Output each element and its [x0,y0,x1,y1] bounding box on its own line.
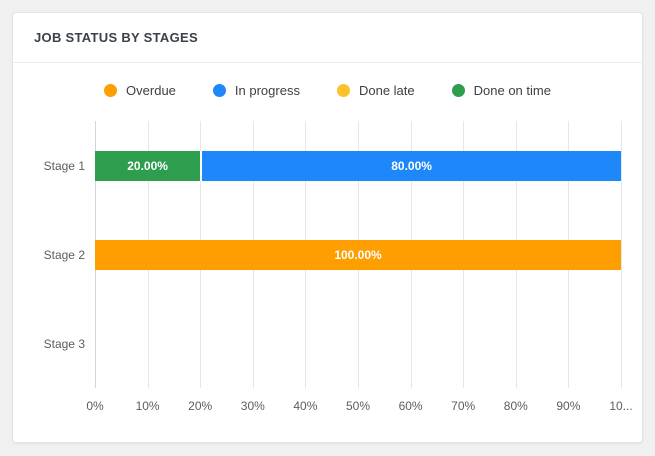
chart-legend: Overdue In progress Done late Done on time [13,80,642,100]
y-axis-label: Stage 1 [43,158,85,173]
x-axis-tick-label: 10% [135,399,160,413]
card-header: JOB STATUS BY STAGES [13,13,642,63]
legend-item-overdue[interactable]: Overdue [104,83,176,98]
job-status-card: JOB STATUS BY STAGES Overdue In progress D… [12,12,643,443]
stacked-bar-chart: Stage 1 20.00% 80.00% Stage 2 100.00% Stage 3 [44,121,622,388]
x-axis-tick-label: 60% [398,399,423,413]
x-axis: 0% 10% 20% 30% 40% 50% 60% 70% 80% 90% 10... [86,399,632,415]
stacked-bar [95,329,621,359]
chart-rows: Stage 1 20.00% 80.00% Stage 2 100.00% Stage 3 [44,121,621,388]
stacked-bar: 20.00% 80.00% [95,150,621,181]
legend-marker-circle-icon [104,83,118,97]
x-axis-tick-label: 20% [188,399,213,413]
bar-segment-in-progress[interactable]: 80.00% [200,150,621,181]
x-axis-tick-label: 90% [556,399,581,413]
stacked-bar: 100.00% [95,239,621,270]
chart-row-stage-1: Stage 1 20.00% 80.00% [44,121,621,210]
legend-label: Done late [358,82,415,98]
legend-marker-circle-icon [212,83,226,97]
chart-row-stage-3: Stage 3 [44,299,621,388]
legend-item-done-on-time[interactable]: Done on time [451,82,551,98]
chart-row-stage-2: Stage 2 100.00% [44,210,621,299]
x-axis-tick-label: 70% [451,399,476,413]
x-axis-tick-label: 50% [345,399,371,413]
x-axis-tick-label: 80% [503,399,528,413]
bar-value-label: 100.00% [334,247,382,262]
card-body: Overdue In progress Done late Done on time … [13,63,642,442]
legend-label: In progress [234,82,300,98]
x-axis-tick-label: 10... [609,399,633,413]
legend-label: Overdue [126,82,176,98]
bar-segment-overdue[interactable]: 100.00% [95,239,621,270]
y-axis-label: Stage 2 [43,247,85,262]
legend-marker-circle-icon [336,83,350,97]
x-axis-tick-label: 40% [293,399,318,413]
gridline [621,121,622,388]
x-axis-tick-label: 0% [86,399,104,413]
bar-value-label: 20.00% [127,158,168,173]
legend-item-in-progress[interactable]: In progress [212,82,300,98]
y-axis-label: Stage 3 [43,336,85,351]
x-axis-tick-label: 30% [240,399,265,413]
legend-marker-circle-icon [451,83,465,97]
page-title: JOB STATUS BY STAGES [34,30,198,45]
bar-segment-done-on-time[interactable]: 20.00% [95,150,201,181]
legend-item-done-late[interactable]: Done late [336,82,415,98]
bar-value-label: 80.00% [391,158,432,173]
legend-label: Done on time [473,82,551,98]
